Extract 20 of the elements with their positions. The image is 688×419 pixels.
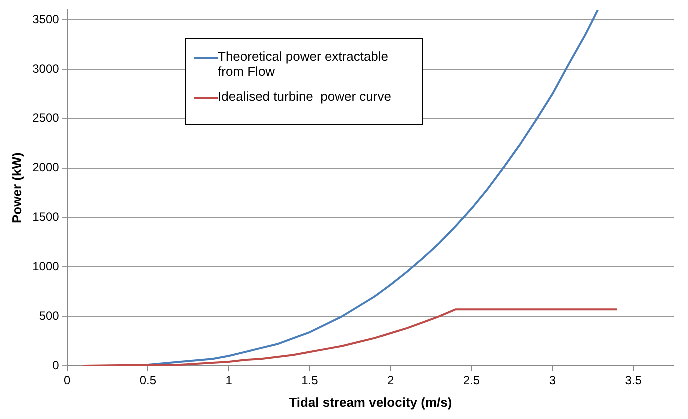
x-tick-label: 1 (226, 374, 233, 388)
y-tick-label: 1000 (32, 259, 60, 274)
y-tick-label: 2000 (32, 160, 60, 175)
y-tick-label: 3500 (32, 12, 60, 26)
x-tick-label: 0 (64, 374, 71, 388)
x-tick-label: 2 (388, 374, 395, 388)
x-axis-title: Tidal stream velocity (m/s) (289, 394, 452, 410)
y-axis-title: Power (kW) (9, 152, 24, 224)
y-tick-label: 3000 (32, 62, 60, 76)
legend-label: Idealised turbine power curve (218, 89, 392, 104)
x-tick-label: 3 (549, 374, 556, 388)
x-tick-label: 0.5 (140, 374, 157, 388)
legend-label: Theoretical power extractable from Flow (218, 49, 390, 79)
y-tick-label: 2500 (32, 111, 60, 126)
x-tick-label: 2.5 (463, 374, 480, 388)
x-tick-label: 3.5 (625, 374, 642, 388)
y-tick-label: 1500 (32, 210, 60, 224)
y-tick-label: 0 (52, 358, 60, 372)
x-tick-label: 1.5 (302, 374, 319, 388)
y-tick-label: 500 (39, 308, 60, 323)
